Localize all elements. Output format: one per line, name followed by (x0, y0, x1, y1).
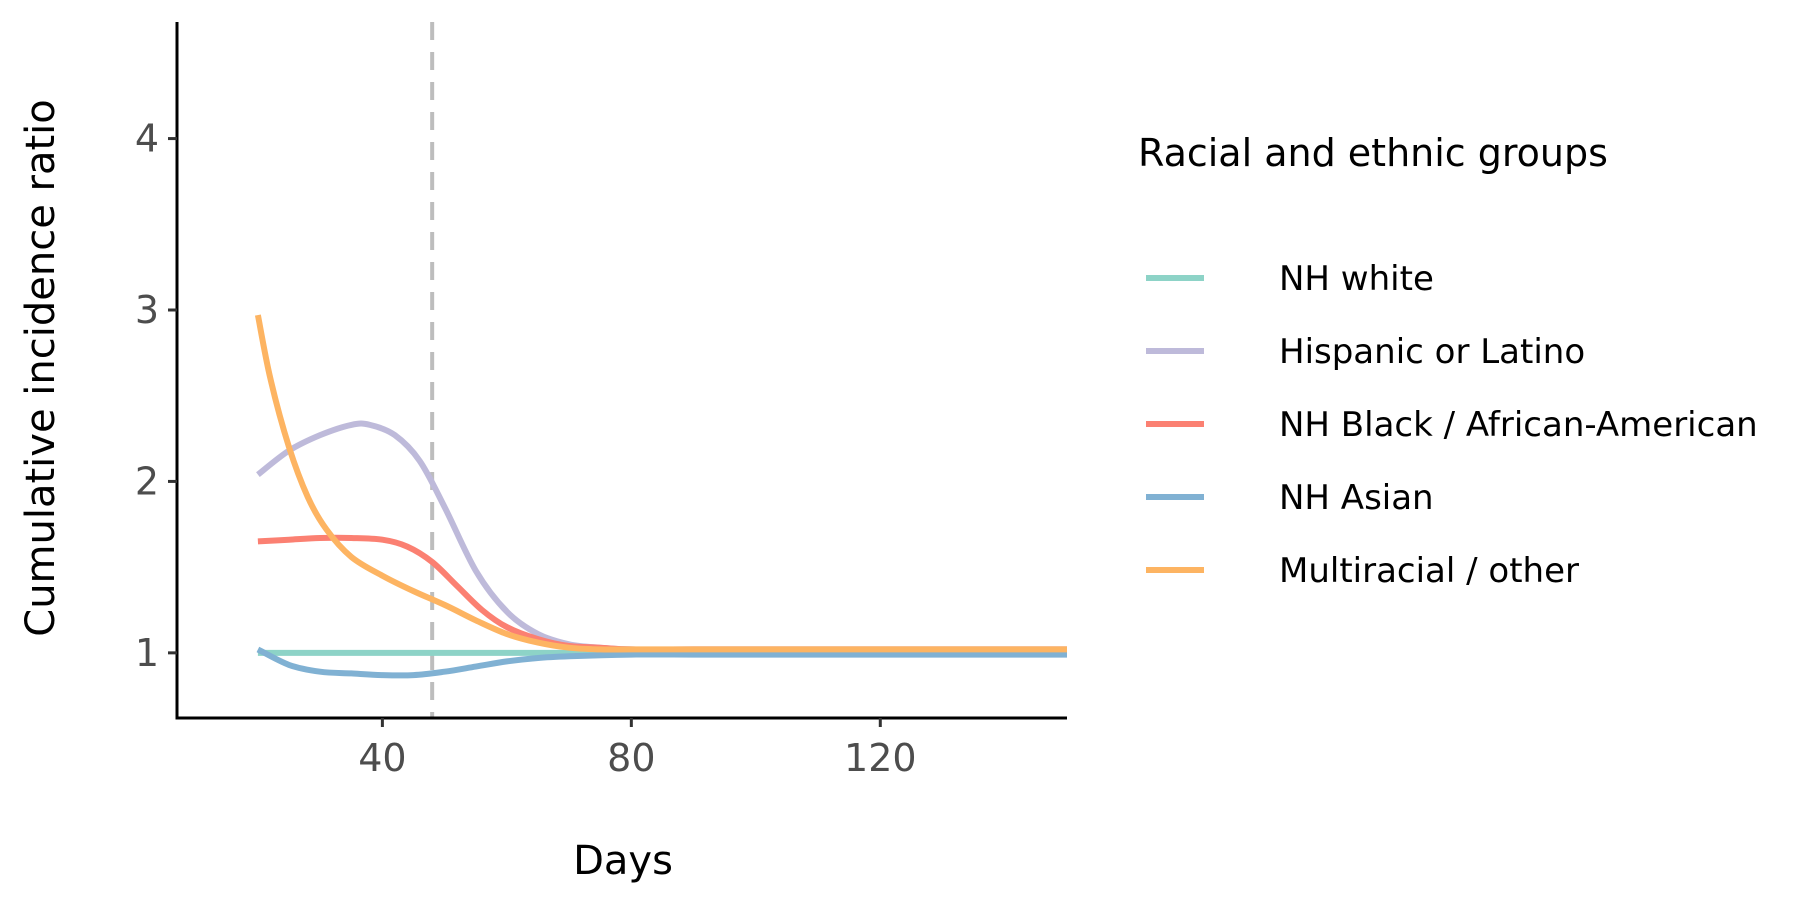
legend-label: NH Asian (1279, 478, 1434, 518)
y-tick-label: 1 (135, 631, 159, 675)
legend-item: NH Black / African-American (1146, 405, 1758, 445)
legend-items: NH white Hispanic or Latino NH Black / Afr… (1146, 259, 1758, 591)
legend-item: Multiracial / other (1146, 551, 1579, 591)
x-tick-label: 80 (607, 736, 655, 780)
legend-label: Hispanic or Latino (1279, 332, 1585, 372)
x-tick-label: 40 (358, 736, 406, 780)
legend: Racial and ethnic groups NH white Hispani… (1138, 131, 1758, 591)
y-tick-label: 3 (135, 288, 159, 332)
plot-lines (254, 22, 1067, 718)
series-line-5 (254, 314, 1067, 653)
legend-title: Racial and ethnic groups (1138, 131, 1608, 175)
legend-item: NH Asian (1146, 478, 1434, 518)
y-tick-label: 4 (135, 117, 159, 161)
ticks: 40 80 120 1 2 3 4 (135, 117, 917, 780)
axes (175, 22, 1067, 720)
legend-item: Hispanic or Latino (1146, 332, 1585, 372)
legend-label: Multiracial / other (1279, 551, 1579, 591)
series-line-3 (257, 534, 1067, 653)
x-axis-title: Days (573, 838, 673, 884)
legend-item: NH white (1146, 259, 1434, 299)
x-tick-label: 120 (844, 736, 917, 780)
legend-label: NH white (1279, 259, 1434, 299)
y-axis-title: Cumulative incidence ratio (18, 99, 64, 636)
series-line-4 (256, 646, 1067, 679)
legend-label: NH Black / African-American (1279, 405, 1758, 445)
y-tick-label: 2 (135, 459, 159, 503)
